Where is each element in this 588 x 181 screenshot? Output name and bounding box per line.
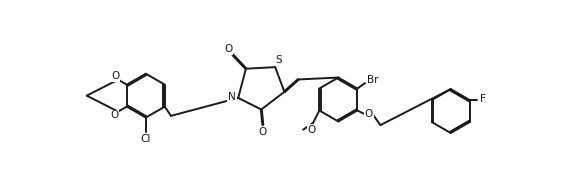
Text: O: O [224,44,232,54]
Text: O: O [365,109,373,119]
Text: Cl: Cl [141,134,151,144]
Text: F: F [480,94,486,104]
Text: N: N [228,92,236,102]
Text: S: S [276,55,282,65]
Text: O: O [308,125,316,135]
Text: O: O [259,127,267,137]
Text: O: O [111,71,119,81]
Text: Br: Br [367,75,379,85]
Text: O: O [110,110,118,121]
